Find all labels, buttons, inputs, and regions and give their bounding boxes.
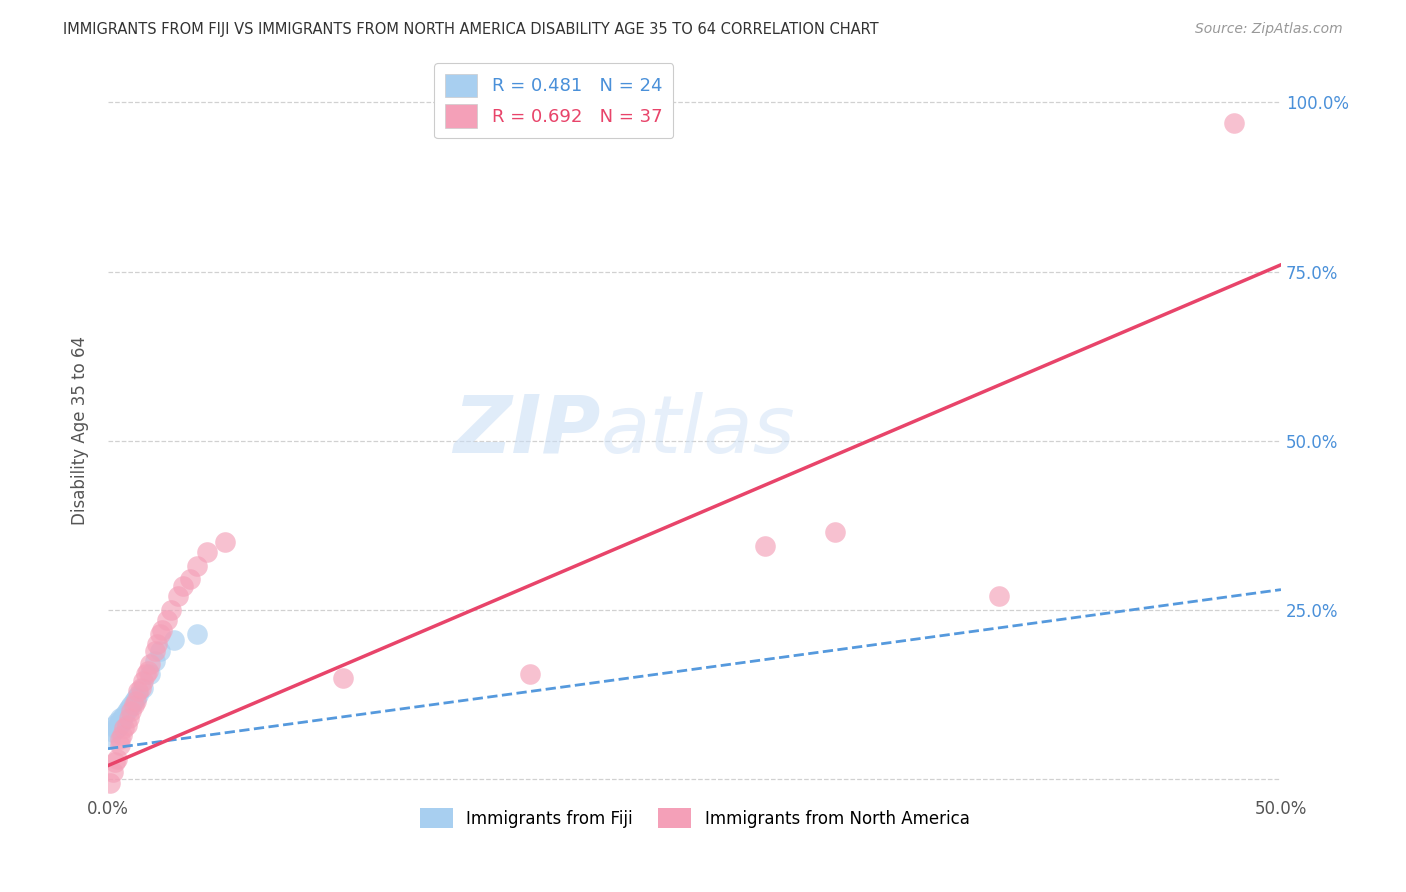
Point [179,573,201,587]
Point [186,558,208,573]
Point [101,724,124,739]
Legend: Immigrants from Fiji, Immigrants from North America: Immigrants from Fiji, Immigrants from No… [413,801,976,835]
Point [214,535,236,549]
Point [98,775,121,789]
Point [139,667,162,681]
Point [115,705,138,719]
Point [146,637,169,651]
Point [332,671,354,685]
Point [125,694,148,708]
Point [167,590,190,604]
Point [135,667,157,681]
Point [112,707,135,722]
Point [988,590,1011,604]
Point [122,698,145,712]
Point [150,624,173,638]
Point [101,765,124,780]
Point [104,722,127,736]
Point [172,579,194,593]
Text: Source: ZipAtlas.com: Source: ZipAtlas.com [1195,22,1343,37]
Point [156,613,179,627]
Point [104,755,127,769]
Point [108,711,131,725]
Point [105,714,128,729]
Point [108,718,131,732]
Point [118,711,141,725]
Point [111,728,134,742]
Point [754,539,776,553]
Point [108,731,131,746]
Point [160,603,183,617]
Text: atlas: atlas [600,392,796,469]
Point [120,698,142,712]
Point [118,701,141,715]
Point [163,633,186,648]
Point [139,657,162,671]
Point [108,714,131,729]
Point [136,664,159,678]
Point [127,684,149,698]
Point [127,688,149,702]
Y-axis label: Disability Age 35 to 64: Disability Age 35 to 64 [72,336,89,525]
Text: ZIP: ZIP [453,392,600,469]
Point [195,545,218,559]
Point [1223,116,1246,130]
Point [108,739,131,753]
Point [112,722,135,736]
Point [105,752,128,766]
Point [104,718,127,732]
Point [111,714,134,729]
Point [111,711,134,725]
Point [149,626,172,640]
Point [98,731,121,746]
Text: IMMIGRANTS FROM FIJI VS IMMIGRANTS FROM NORTH AMERICA DISABILITY AGE 35 TO 64 CO: IMMIGRANTS FROM FIJI VS IMMIGRANTS FROM … [63,22,879,37]
Point [115,718,138,732]
Point [149,643,172,657]
Point [186,626,208,640]
Point [120,705,142,719]
Point [132,673,155,688]
Point [824,525,846,540]
Point [519,667,541,681]
Point [143,643,166,657]
Point [143,654,166,668]
Point [132,681,155,695]
Point [122,694,145,708]
Point [125,690,148,705]
Point [105,722,128,736]
Point [129,681,152,695]
